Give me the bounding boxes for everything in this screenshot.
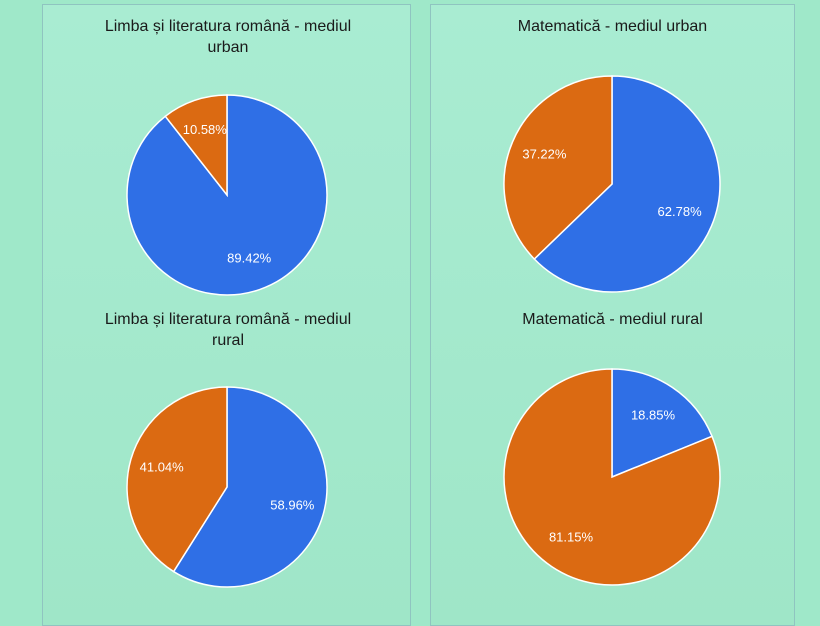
chart-title-romana-rural: Limba și literatura română - mediul rura… [104,311,352,349]
chart-title-matematica-urban: Matematică - mediul urban [517,18,708,35]
chart-title-romana-urban: Limba și literatura română - mediul urba… [104,18,352,56]
pie-label-0-1: 10.58% [183,122,228,137]
pie-label-3-0: 18.85% [631,408,676,423]
pie-label-2-0: 58.96% [270,497,315,512]
pie-slice-1-1 [503,75,613,261]
pie-slice-2-1 [126,386,228,573]
pie-slice-0-1 [164,94,228,198]
pie-label-1-0: 62.78% [658,204,703,219]
pie-slice-3-1 [503,368,721,586]
pie-label-3-1: 81.15% [549,529,594,544]
pie-slice-3-0 [611,368,714,479]
pie-label-0-0: 89.42% [227,251,272,266]
pie-label-1-1: 37.22% [522,147,567,162]
pie-slice-2-0 [172,386,328,588]
pie-slice-1-0 [533,75,721,293]
chart-title-matematica-rural: Matematică - mediul rural [522,311,703,328]
pie-label-2-1: 41.04% [140,460,185,475]
